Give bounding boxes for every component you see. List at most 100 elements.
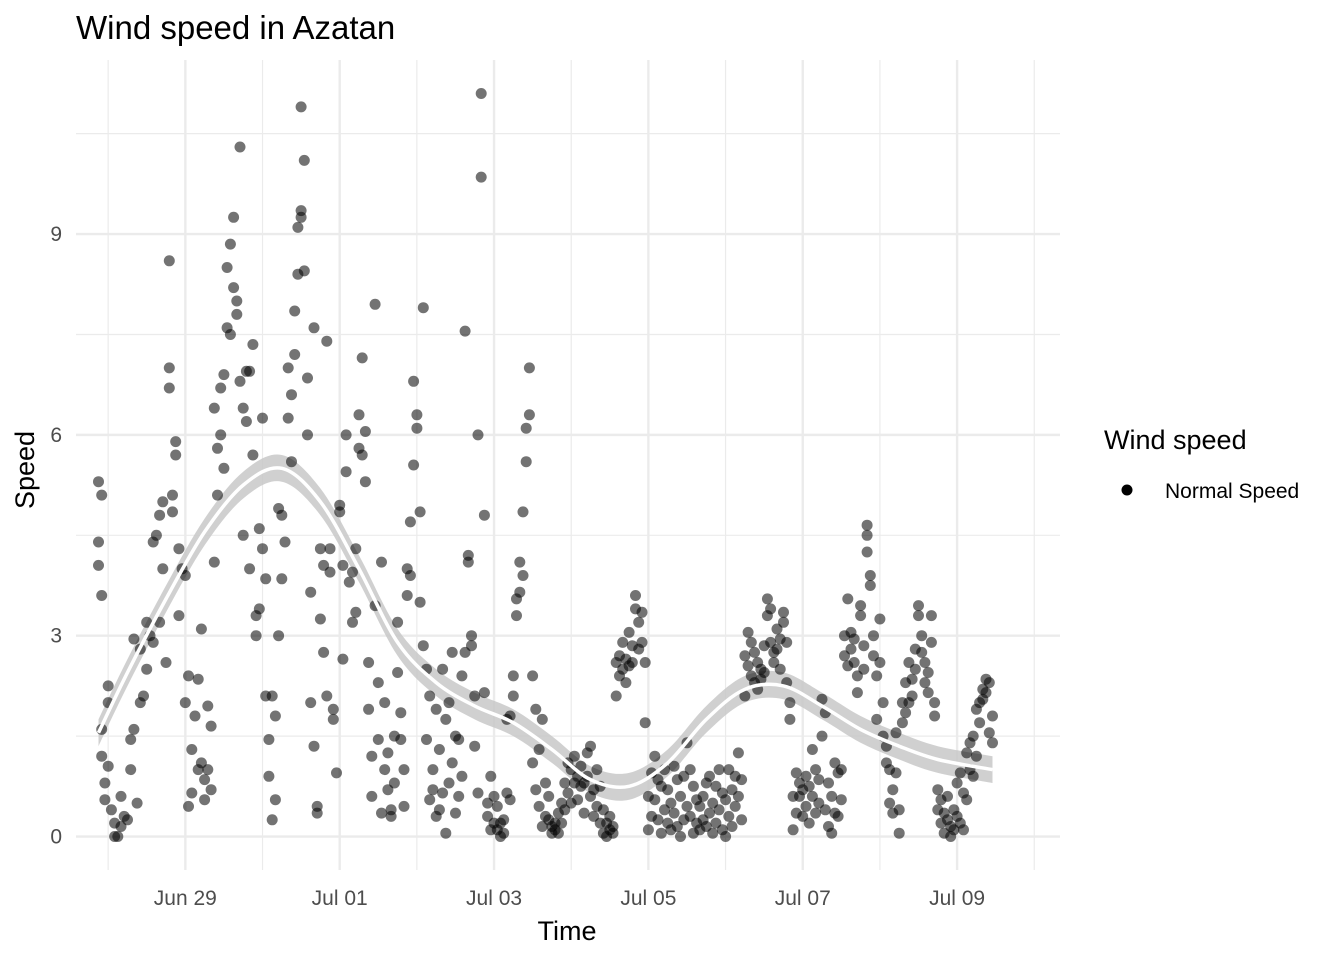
data-point	[864, 570, 876, 581]
data-point	[379, 697, 391, 709]
data-point	[704, 770, 715, 782]
data-point	[893, 804, 905, 816]
confidence-band-area	[98, 454, 993, 801]
data-point	[466, 640, 477, 652]
data-point	[459, 325, 471, 337]
data-point	[983, 727, 995, 739]
data-point	[848, 633, 860, 645]
data-point	[205, 784, 217, 796]
data-point	[868, 630, 879, 642]
data-point	[919, 657, 931, 668]
data-point	[208, 402, 220, 414]
data-point	[93, 559, 104, 571]
y-axis-title: Speed	[10, 431, 40, 509]
data-point	[421, 734, 432, 745]
data-point	[244, 563, 256, 575]
data-point	[906, 673, 918, 685]
data-point	[922, 667, 934, 678]
confidence-band	[98, 454, 993, 801]
data-point	[404, 570, 416, 581]
data-point	[523, 362, 535, 374]
data-point	[961, 747, 973, 759]
data-point	[707, 827, 719, 839]
data-point	[170, 449, 182, 461]
data-point	[475, 171, 487, 183]
smooth-line	[96, 466, 993, 790]
data-point	[376, 556, 387, 568]
data-point	[675, 831, 686, 842]
data-point	[855, 600, 867, 612]
data-point	[954, 767, 966, 779]
data-point	[122, 814, 133, 826]
data-point	[655, 827, 667, 839]
data-point	[350, 543, 362, 555]
data-point	[974, 717, 986, 729]
data-point	[835, 764, 847, 776]
data-point	[163, 255, 175, 267]
data-point	[96, 489, 108, 501]
data-point	[231, 295, 243, 307]
data-point	[498, 814, 510, 826]
data-point	[286, 456, 297, 468]
data-point	[909, 663, 921, 675]
data-point	[440, 713, 452, 725]
data-point	[131, 797, 143, 809]
data-point	[488, 790, 500, 802]
data-point	[987, 710, 998, 722]
y-tick-label: 0	[50, 826, 62, 849]
data-point	[411, 422, 423, 434]
data-point	[533, 744, 545, 755]
data-point	[816, 693, 828, 705]
data-points	[93, 88, 998, 842]
data-point	[388, 777, 400, 789]
data-point	[327, 713, 339, 725]
data-point	[983, 677, 995, 689]
data-point	[96, 590, 108, 601]
x-tick-label: Jul 03	[466, 887, 522, 910]
data-point	[803, 817, 815, 829]
data-point	[475, 88, 487, 99]
data-point	[302, 372, 313, 384]
data-point	[925, 610, 937, 622]
data-point	[851, 687, 863, 699]
data-point	[295, 101, 307, 113]
data-point	[620, 677, 632, 689]
data-point	[289, 349, 301, 360]
data-point	[507, 690, 519, 702]
data-point	[832, 810, 844, 822]
data-point	[636, 606, 648, 618]
data-point	[694, 800, 706, 812]
data-point	[967, 730, 979, 742]
data-point	[523, 409, 535, 421]
data-point	[340, 429, 352, 441]
data-point	[540, 777, 551, 789]
data-point	[157, 563, 169, 575]
data-point	[327, 703, 339, 715]
data-point	[224, 329, 236, 340]
data-point	[732, 790, 744, 802]
data-point	[778, 606, 789, 618]
data-point	[649, 794, 661, 806]
data-point	[173, 610, 185, 622]
data-point	[826, 790, 838, 802]
data-point	[713, 804, 725, 816]
data-point	[466, 630, 477, 642]
data-point	[858, 663, 870, 675]
data-point	[958, 824, 969, 836]
data-point	[276, 573, 288, 585]
data-point	[173, 543, 185, 555]
data-point	[392, 616, 404, 628]
data-point	[893, 827, 905, 839]
data-point	[417, 302, 429, 314]
data-point	[237, 402, 249, 414]
data-point	[980, 687, 992, 699]
data-point	[713, 764, 725, 776]
data-point	[453, 734, 465, 745]
data-point	[604, 810, 616, 822]
data-point	[665, 797, 677, 809]
data-point	[790, 767, 802, 779]
data-point	[276, 509, 288, 521]
data-point	[810, 807, 822, 819]
x-tick-label: Jul 01	[312, 887, 368, 910]
data-point	[340, 466, 352, 478]
